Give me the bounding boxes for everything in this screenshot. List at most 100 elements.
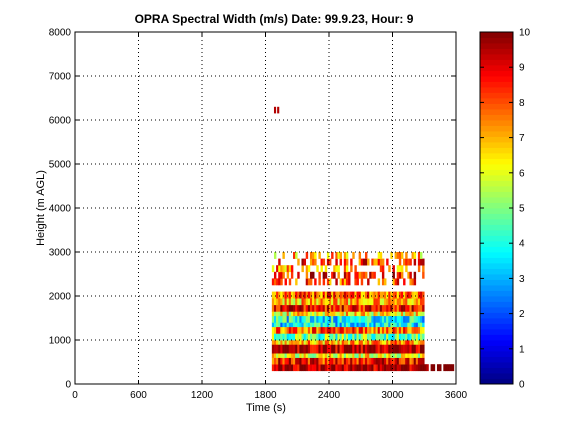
heatmap-cell bbox=[322, 364, 326, 372]
x-tick-label: 0 bbox=[72, 390, 78, 401]
heatmap-cell bbox=[350, 364, 353, 372]
heatmap-cell bbox=[278, 265, 281, 273]
heatmap-cell bbox=[335, 322, 338, 328]
heatmap-cell bbox=[326, 291, 330, 299]
heatmap-cell bbox=[345, 304, 349, 312]
heatmap-cell bbox=[413, 311, 417, 317]
heatmap-cell bbox=[305, 340, 309, 345]
heatmap-cell bbox=[379, 265, 383, 273]
heatmap-cell bbox=[364, 291, 368, 299]
heatmap-cell bbox=[312, 298, 315, 306]
heatmap-cell bbox=[293, 291, 296, 299]
heatmap-cell bbox=[322, 304, 326, 312]
heatmap-cell bbox=[417, 357, 421, 365]
heatmap-cell bbox=[373, 291, 376, 299]
heatmap-cell bbox=[405, 258, 408, 266]
heatmap-cell bbox=[354, 364, 357, 372]
colorbar-tick-label: 7 bbox=[519, 133, 525, 144]
heatmap-cell bbox=[320, 311, 323, 317]
heatmap-cell bbox=[354, 271, 357, 279]
heatmap-cell bbox=[290, 340, 294, 345]
heatmap-cell bbox=[322, 322, 326, 328]
heatmap-cell bbox=[373, 322, 376, 328]
heatmap-cell bbox=[293, 298, 296, 306]
heatmap-cell bbox=[411, 344, 414, 354]
heatmap-cell bbox=[388, 340, 391, 345]
heatmap-cell bbox=[407, 291, 410, 299]
heatmap-cell bbox=[381, 304, 385, 312]
heatmap-cell bbox=[358, 322, 362, 328]
heatmap-cell bbox=[413, 340, 417, 345]
heatmap-cell bbox=[339, 322, 342, 328]
heatmap-cell bbox=[403, 304, 406, 312]
heatmap-cell bbox=[297, 344, 300, 354]
heatmap-cell bbox=[405, 291, 408, 299]
colorbar-segment bbox=[480, 59, 513, 66]
colorbar-segment bbox=[480, 296, 513, 302]
heatmap-cell bbox=[326, 357, 330, 365]
heatmap-cell bbox=[409, 271, 412, 279]
heatmap-cell bbox=[345, 315, 349, 323]
heatmap-cell bbox=[307, 304, 311, 312]
heatmap-cell bbox=[415, 340, 419, 345]
heatmap-cell bbox=[273, 326, 277, 334]
heatmap-cell bbox=[290, 326, 294, 334]
heatmap-cell bbox=[273, 333, 277, 341]
heatmap-cell bbox=[293, 252, 296, 259]
heatmap-cell bbox=[394, 333, 398, 341]
heatmap-cell bbox=[329, 353, 332, 358]
heatmap-cell bbox=[299, 333, 302, 341]
heatmap-cell bbox=[413, 364, 417, 372]
heatmap-cell bbox=[322, 278, 326, 286]
heatmap-cell bbox=[371, 291, 374, 299]
heatmap-cell bbox=[422, 326, 425, 334]
heatmap-cell bbox=[331, 344, 334, 354]
heatmap-cell bbox=[420, 258, 423, 266]
heatmap-cell bbox=[341, 333, 345, 341]
colorbar-segment bbox=[480, 43, 513, 49]
heatmap-cell bbox=[320, 333, 323, 341]
heatmap-cell bbox=[367, 333, 370, 341]
heatmap-cell bbox=[405, 357, 408, 365]
heatmap-cell bbox=[331, 311, 334, 317]
heatmap-cell bbox=[388, 333, 391, 341]
heatmap-cell bbox=[280, 291, 283, 299]
heatmap-cell bbox=[314, 258, 317, 266]
heatmap-cell bbox=[356, 298, 359, 306]
heatmap-cell bbox=[282, 315, 285, 323]
heatmap-cell bbox=[271, 298, 275, 306]
heatmap-cell bbox=[422, 353, 425, 358]
heatmap-cell bbox=[394, 364, 398, 372]
heatmap-cell bbox=[379, 304, 383, 312]
heatmap-cell bbox=[417, 353, 421, 358]
heatmap-cell bbox=[369, 322, 372, 328]
heatmap-cell bbox=[403, 333, 406, 341]
heatmap-cell bbox=[405, 298, 408, 306]
heatmap-cell bbox=[337, 326, 340, 334]
heatmap-cell bbox=[309, 304, 313, 312]
heatmap-cell bbox=[314, 252, 317, 259]
heatmap-cell bbox=[417, 326, 421, 334]
colorbar-segment bbox=[480, 131, 513, 137]
heatmap-cell bbox=[314, 357, 317, 365]
heatmap-cell bbox=[388, 353, 391, 358]
heatmap-cell bbox=[411, 340, 414, 345]
heatmap-cell bbox=[384, 278, 387, 286]
heatmap-cell bbox=[388, 344, 391, 354]
heatmap-cell bbox=[384, 304, 387, 312]
heatmap-cell bbox=[322, 344, 326, 354]
heatmap-cell bbox=[360, 364, 364, 372]
heatmap-cell bbox=[373, 315, 376, 323]
heatmap-cell bbox=[384, 311, 387, 317]
heatmap-cell bbox=[415, 291, 419, 299]
heatmap-cell bbox=[409, 311, 412, 317]
heatmap-cell bbox=[377, 322, 381, 328]
heatmap-cell bbox=[312, 315, 315, 323]
x-tick-label: 3000 bbox=[381, 390, 404, 401]
heatmap-cell bbox=[271, 291, 275, 299]
heatmap-cell bbox=[405, 322, 408, 328]
heatmap-cell bbox=[367, 344, 370, 354]
heatmap-cell bbox=[392, 333, 395, 341]
heatmap-cell bbox=[388, 298, 391, 306]
heatmap-cell bbox=[337, 311, 340, 317]
